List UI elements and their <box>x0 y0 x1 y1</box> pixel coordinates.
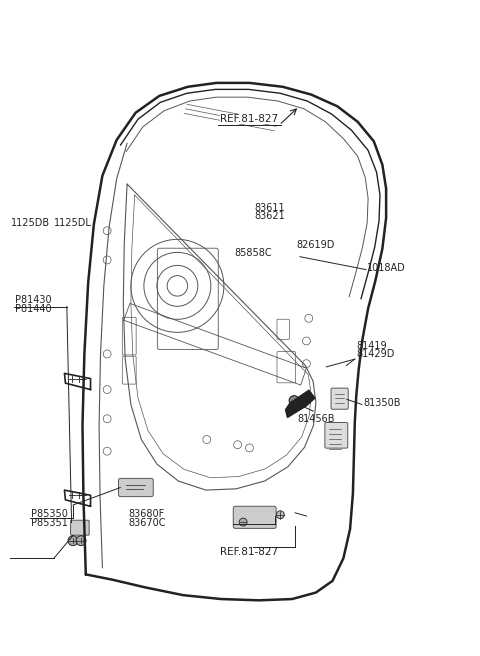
Text: P81440: P81440 <box>14 304 51 314</box>
Text: 81419: 81419 <box>356 340 387 350</box>
FancyBboxPatch shape <box>325 422 348 448</box>
Circle shape <box>68 536 78 546</box>
Text: REF.81-827: REF.81-827 <box>220 114 278 124</box>
Text: 81456B: 81456B <box>297 414 335 424</box>
Circle shape <box>76 536 86 546</box>
Text: P85351: P85351 <box>31 518 68 527</box>
FancyBboxPatch shape <box>71 520 89 535</box>
Text: 83680F: 83680F <box>129 509 165 519</box>
Text: 81429D: 81429D <box>356 349 395 359</box>
Text: 82619D: 82619D <box>296 240 335 250</box>
FancyBboxPatch shape <box>233 506 276 528</box>
Text: 1125DB: 1125DB <box>12 218 50 228</box>
Text: 81350B: 81350B <box>363 398 401 407</box>
FancyBboxPatch shape <box>331 388 348 409</box>
Text: 83611: 83611 <box>254 203 285 213</box>
Circle shape <box>276 511 284 519</box>
Circle shape <box>239 518 247 526</box>
Text: REF.81-827: REF.81-827 <box>220 546 278 557</box>
Text: P85350: P85350 <box>31 509 68 519</box>
Text: 83670C: 83670C <box>129 518 166 527</box>
Circle shape <box>289 396 299 405</box>
Text: 1018AD: 1018AD <box>367 263 406 274</box>
Text: 85858C: 85858C <box>234 249 272 258</box>
FancyBboxPatch shape <box>119 478 153 497</box>
Text: P81430: P81430 <box>14 295 51 305</box>
Polygon shape <box>286 390 315 417</box>
Text: 83621: 83621 <box>254 211 285 222</box>
Text: 1125DL: 1125DL <box>54 218 92 228</box>
